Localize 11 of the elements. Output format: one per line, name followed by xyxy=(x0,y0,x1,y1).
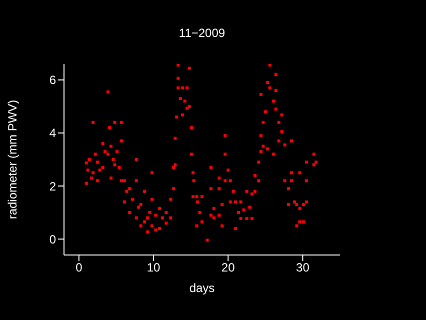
y-tick-label: 2 xyxy=(49,179,56,194)
chart-title: 11−2009 xyxy=(178,26,226,40)
x-tick-label: 30 xyxy=(296,260,310,275)
y-tick-label: 6 xyxy=(49,73,56,88)
y-axis-title: radiometer (mm PWV) xyxy=(5,100,20,220)
y-tick-label: 4 xyxy=(49,126,56,140)
x-tick-label: 0 xyxy=(76,260,83,275)
y-tick-label: 0 xyxy=(49,232,56,246)
x-tick-label: 10 xyxy=(146,260,161,275)
x-tick-label: 20 xyxy=(221,260,236,275)
x-axis-title: days xyxy=(189,281,215,295)
